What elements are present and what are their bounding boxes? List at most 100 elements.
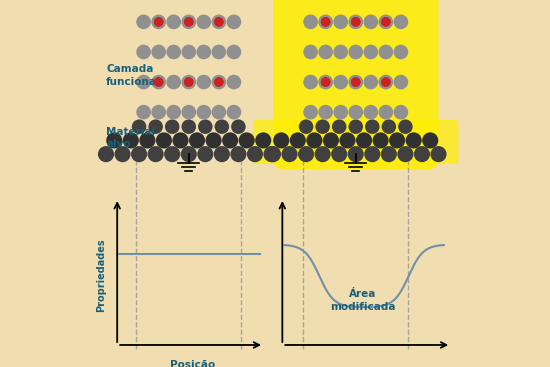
- Circle shape: [154, 77, 163, 87]
- Circle shape: [184, 77, 194, 87]
- Circle shape: [318, 15, 333, 29]
- Circle shape: [255, 132, 271, 149]
- Circle shape: [98, 146, 114, 162]
- Circle shape: [214, 17, 224, 27]
- Circle shape: [364, 15, 378, 29]
- Circle shape: [321, 17, 331, 27]
- Circle shape: [114, 146, 130, 162]
- Circle shape: [184, 77, 194, 87]
- Circle shape: [154, 17, 163, 27]
- Circle shape: [166, 45, 181, 59]
- Circle shape: [148, 119, 163, 134]
- Circle shape: [299, 119, 314, 134]
- Circle shape: [214, 146, 230, 162]
- Circle shape: [182, 105, 196, 120]
- Circle shape: [372, 132, 389, 149]
- Circle shape: [273, 132, 289, 149]
- Circle shape: [321, 77, 331, 87]
- Circle shape: [348, 146, 364, 162]
- Circle shape: [263, 146, 279, 162]
- Circle shape: [378, 75, 393, 90]
- Circle shape: [196, 45, 211, 59]
- Circle shape: [394, 105, 408, 120]
- Circle shape: [378, 15, 393, 29]
- Circle shape: [212, 75, 226, 90]
- Circle shape: [214, 119, 229, 134]
- Circle shape: [196, 75, 211, 90]
- Circle shape: [394, 15, 408, 29]
- Circle shape: [298, 146, 314, 162]
- Circle shape: [214, 77, 224, 87]
- Circle shape: [318, 75, 333, 90]
- Circle shape: [364, 146, 381, 162]
- Circle shape: [348, 75, 363, 90]
- Circle shape: [132, 119, 146, 134]
- FancyBboxPatch shape: [254, 120, 458, 163]
- Circle shape: [365, 119, 380, 134]
- Circle shape: [315, 119, 330, 134]
- Circle shape: [381, 77, 390, 87]
- Circle shape: [389, 132, 405, 149]
- Text: Posição: Posição: [170, 360, 215, 367]
- Circle shape: [364, 45, 378, 59]
- Circle shape: [196, 105, 211, 120]
- Circle shape: [165, 119, 179, 134]
- Circle shape: [151, 105, 166, 120]
- Circle shape: [227, 75, 241, 90]
- Circle shape: [184, 17, 194, 27]
- Circle shape: [333, 45, 348, 59]
- Circle shape: [182, 15, 196, 29]
- Circle shape: [156, 132, 172, 149]
- Circle shape: [323, 132, 339, 149]
- Circle shape: [378, 45, 393, 59]
- Circle shape: [198, 119, 212, 134]
- Circle shape: [405, 132, 422, 149]
- Text: Área
modificada: Área modificada: [331, 289, 396, 312]
- Circle shape: [227, 45, 241, 59]
- Circle shape: [364, 75, 378, 90]
- Circle shape: [315, 146, 331, 162]
- Circle shape: [166, 105, 181, 120]
- Circle shape: [151, 15, 166, 29]
- Circle shape: [166, 15, 181, 29]
- Circle shape: [333, 105, 348, 120]
- Circle shape: [318, 45, 333, 59]
- Circle shape: [382, 119, 396, 134]
- Circle shape: [349, 119, 363, 134]
- Circle shape: [206, 132, 222, 149]
- Circle shape: [166, 75, 181, 90]
- Circle shape: [151, 45, 166, 59]
- Circle shape: [318, 105, 333, 120]
- Circle shape: [106, 132, 122, 149]
- FancyBboxPatch shape: [274, 0, 438, 169]
- Circle shape: [182, 45, 196, 59]
- Circle shape: [136, 75, 151, 90]
- Circle shape: [351, 17, 360, 27]
- Circle shape: [154, 17, 163, 27]
- Circle shape: [303, 105, 318, 120]
- Circle shape: [247, 146, 263, 162]
- Circle shape: [212, 15, 226, 29]
- Circle shape: [356, 132, 372, 149]
- Circle shape: [214, 77, 224, 87]
- Circle shape: [197, 146, 213, 162]
- Circle shape: [333, 75, 348, 90]
- Circle shape: [227, 105, 241, 120]
- Circle shape: [123, 132, 139, 149]
- Circle shape: [265, 146, 281, 162]
- Circle shape: [351, 77, 360, 87]
- Text: Camada
funcional: Camada funcional: [106, 64, 161, 87]
- Circle shape: [282, 146, 298, 162]
- Circle shape: [172, 132, 189, 149]
- Circle shape: [364, 105, 378, 120]
- Circle shape: [381, 17, 390, 27]
- Circle shape: [422, 132, 438, 149]
- Circle shape: [136, 45, 151, 59]
- Circle shape: [394, 45, 408, 59]
- Text: Material
alvo: Material alvo: [106, 127, 155, 149]
- Circle shape: [331, 146, 347, 162]
- Circle shape: [212, 45, 226, 59]
- Circle shape: [151, 75, 166, 90]
- Circle shape: [303, 15, 318, 29]
- Circle shape: [321, 17, 331, 27]
